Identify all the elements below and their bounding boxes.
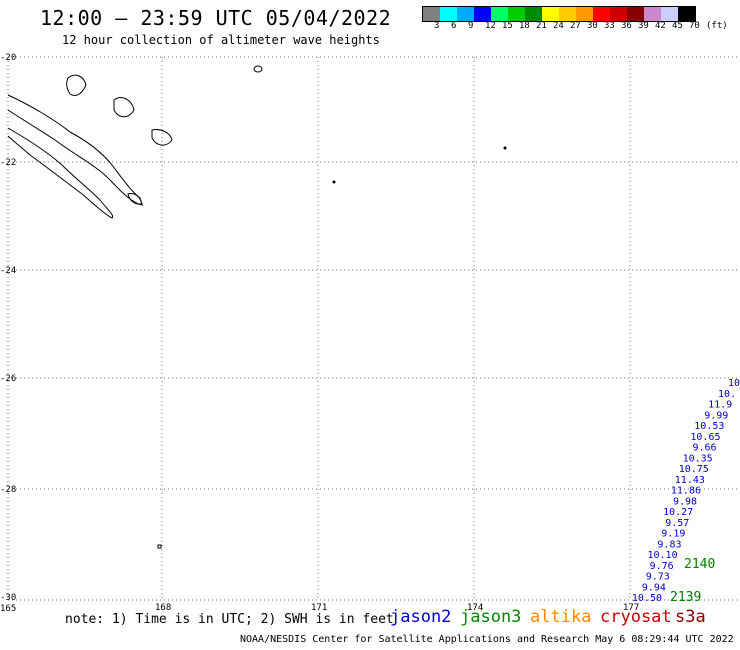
map-title: 12:00 – 23:59 UTC 05/04/2022 [40,6,392,30]
lon-label: 174 [467,603,483,613]
mare-island [151,129,173,146]
lifou-island [113,97,135,118]
new-caledonia-inner-coastline [7,127,114,219]
colorbar-label: 6 [451,21,457,31]
wave-height-value: 9.83 [657,539,681,550]
wave-height-value: 10.75 [679,464,709,475]
colorbar-swatch [440,7,457,21]
colorbar-swatch [542,7,559,21]
pass-number-label: 2140 [684,557,715,572]
colorbar-swatch [491,7,508,21]
colorbar-label: 18 [519,21,530,31]
note-text: note: 1) Time is in UTC; 2) SWH is in fe… [65,612,394,627]
pass-number-label: 2139 [670,590,701,605]
colorbar-label: 45 [672,21,683,31]
colorbar-label: 42 [655,21,666,31]
isle-of-pines [127,193,143,205]
lon-label: 177 [623,603,639,613]
altimeter-track: 1010.11.99.9910.5310.659.6610.3510.7511.… [632,378,740,605]
wave-height-value: 10 [728,378,740,389]
mission-jason3: jason3 [460,607,522,627]
mission-altika: altika [530,607,592,627]
wave-height-value: 9.57 [665,518,689,529]
colorbar-label: 36 [621,21,632,31]
wave-height-value: 9.98 [673,496,697,507]
colorbar-swatch [627,7,644,21]
lat-label: -22 [0,158,16,168]
lat-label: -20 [0,53,16,63]
colorbar-label: 15 [502,21,513,31]
colorbar-label: 24 [553,21,564,31]
lat-label: -30 [0,593,16,603]
wave-height-value: 9.76 [650,561,674,572]
colorbar-label: 27 [570,21,581,31]
colorbar-label: 9 [468,21,474,31]
wave-height-value: 10.53 [694,421,724,432]
wave-height-value: 10.50 [632,593,662,604]
mission-cryosat: cryosat [600,607,672,627]
colorbar-label: 30 [587,21,598,31]
colorbar-swatch [423,7,440,21]
lat-label: -26 [0,374,16,384]
colorbar-label: 21 [536,21,547,31]
wave-height-value: 10. [718,389,736,400]
wave-height-value: 11.9 [708,400,732,411]
islet [503,146,507,150]
colorbar-swatch [474,7,491,21]
colorbar-labels: 3 6 9 12 15 18 21 24 27 30 33 36 39 42 45 70 (ft) [422,21,732,35]
colorbar-swatch [525,7,542,21]
islet [332,180,336,184]
wave-height-value: 10.65 [690,432,720,443]
colorbar-label: 70 [689,21,700,31]
colorbar-swatch [610,7,627,21]
wave-height-value: 9.94 [642,582,666,593]
colorbar-swatch [661,7,678,21]
wave-height-value: 11.86 [671,486,701,497]
colorbar-label: 33 [604,21,615,31]
wave-height-value: 10.10 [647,550,677,561]
wave-height-colorbar [422,6,696,22]
wave-height-value: 10.27 [663,507,693,518]
wave-height-value: 9.99 [704,410,728,421]
mission-s3a: s3a [675,607,706,627]
ouvea-island [66,74,87,97]
colorbar-label: 12 [485,21,496,31]
lon-label: 165 [0,604,16,614]
map-subtitle: 12 hour collection of altimeter wave hei… [62,33,380,47]
lon-label: 168 [155,603,171,613]
colorbar-swatch [508,7,525,21]
wave-height-value: 9.66 [693,443,717,454]
colorbar-swatch [457,7,474,21]
colorbar-swatch [678,7,695,21]
wave-height-value: 10.35 [683,453,713,464]
colorbar-swatch [576,7,593,21]
lat-label: -24 [0,266,16,276]
lon-label: 171 [311,603,327,613]
islet [157,544,162,549]
colorbar-label: (ft) [706,21,728,31]
mission-jason2: jason2 [390,607,452,627]
wave-height-value: 11.43 [675,475,705,486]
colorbar-swatch [559,7,576,21]
colorbar-label: 39 [638,21,649,31]
colorbar-swatch [593,7,610,21]
footer-credit: NOAA/NESDIS Center for Satellite Applica… [240,634,734,645]
colorbar-label: 3 [434,21,440,31]
wave-height-value: 9.19 [661,529,685,540]
lat-label: -28 [0,485,16,495]
islet [253,65,263,73]
colorbar-swatch [644,7,661,21]
wave-height-value: 9.73 [646,572,670,583]
